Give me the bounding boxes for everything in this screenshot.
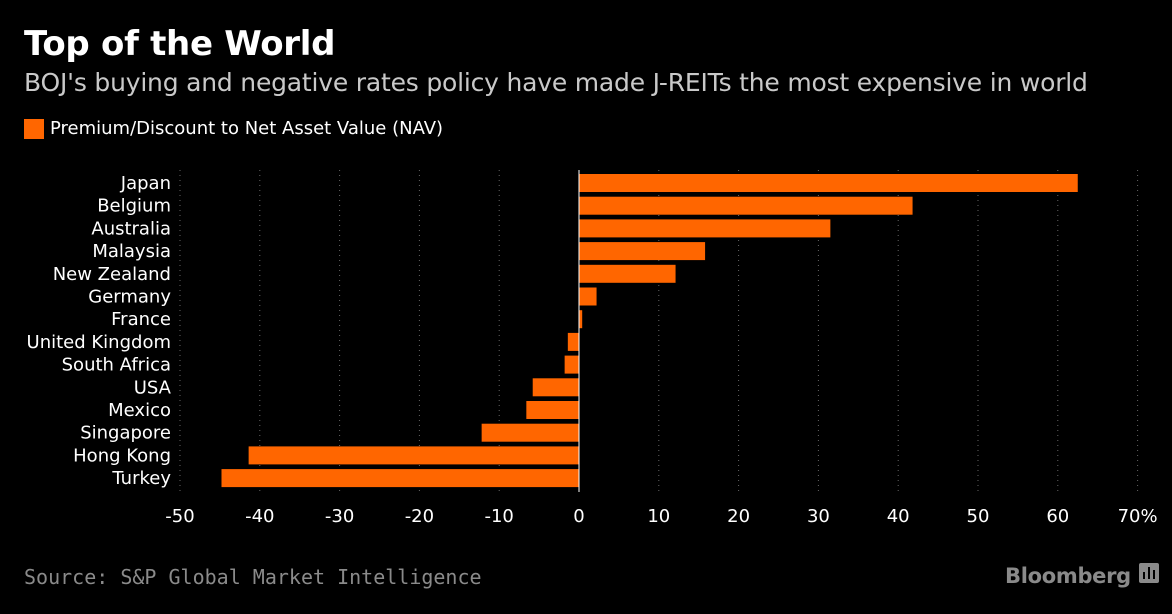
category-label: France (111, 309, 171, 330)
category-label: Germany (88, 287, 171, 308)
legend-label: Premium/Discount to Net Asset Value (NAV… (50, 118, 444, 139)
category-label: USA (134, 377, 172, 398)
category-label: New Zealand (53, 264, 171, 285)
category-label: Hong Kong (73, 445, 171, 466)
bar-south-africa (564, 355, 579, 374)
bar-mexico (526, 401, 579, 419)
x-tick-label: 70% (1118, 506, 1158, 527)
x-tick-label: 40 (887, 506, 910, 527)
x-tick-label: 60 (1046, 506, 1069, 527)
brand: Bloomberg (1005, 563, 1159, 588)
category-label: Mexico (108, 400, 171, 421)
bar-hong-kong (248, 446, 580, 465)
x-tick-label: 20 (727, 506, 750, 527)
category-label: Singapore (80, 423, 171, 444)
category-label: Australia (91, 218, 171, 239)
bar-germany (579, 287, 597, 306)
chart-title: Top of the World (24, 24, 336, 64)
x-tick-label: 10 (647, 506, 670, 527)
legend-swatch (24, 118, 44, 139)
x-tick-label: -10 (484, 506, 513, 527)
x-tick-label: 30 (807, 506, 830, 527)
chart-subtitle: BOJ's buying and negative rates policy h… (24, 68, 1088, 97)
bar-belgium (579, 196, 913, 215)
bar-japan (579, 174, 1078, 192)
bar-turkey (221, 469, 579, 488)
bar-usa (532, 378, 579, 397)
bar-australia (579, 219, 831, 238)
brand-name: Bloomberg (1005, 563, 1131, 588)
category-label: Japan (120, 173, 171, 194)
x-tick-label: -50 (165, 506, 194, 527)
bar-singapore (481, 423, 579, 442)
x-tick-label: -20 (405, 506, 434, 527)
category-label: Belgium (97, 196, 171, 217)
category-label: South Africa (62, 355, 171, 376)
category-label: Turkey (111, 468, 171, 489)
source-note: Source: S&P Global Market Intelligence (24, 565, 482, 589)
legend: Premium/Discount to Net Asset Value (NAV… (24, 118, 443, 139)
x-tick-label: -30 (325, 506, 354, 527)
x-tick-label: 50 (967, 506, 990, 527)
category-label: Malaysia (92, 241, 171, 262)
bar-france (579, 310, 583, 329)
bar-malaysia (579, 242, 706, 261)
x-tick-label: -40 (245, 506, 274, 527)
category-label: United Kingdom (27, 332, 171, 353)
bloomberg-terminal-icon (1138, 563, 1159, 588)
x-tick-label: 0 (573, 506, 584, 527)
bar-united-kingdom (567, 332, 579, 351)
bar-new-zealand (579, 264, 676, 283)
